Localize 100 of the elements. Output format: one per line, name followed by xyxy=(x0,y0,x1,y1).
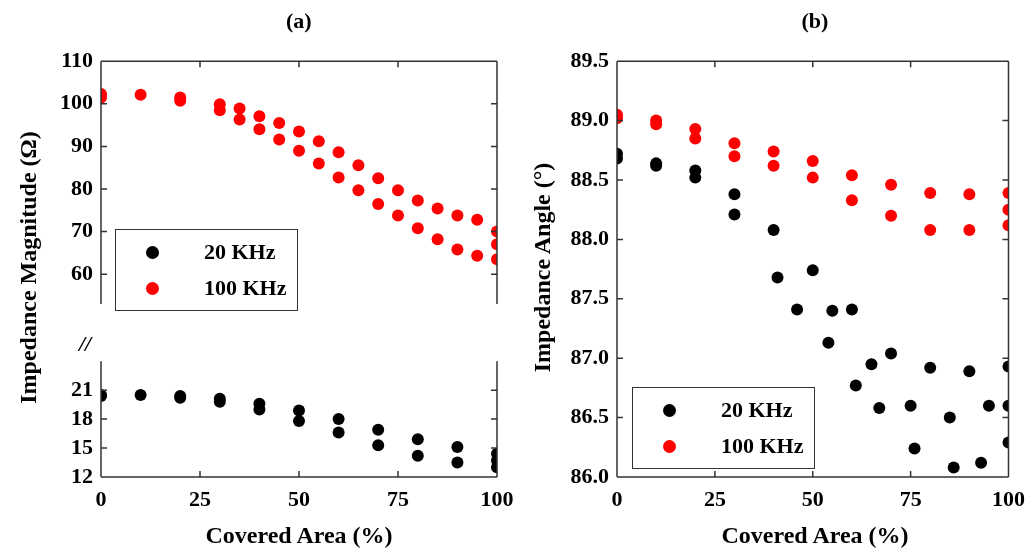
legend-label: 20 KHz xyxy=(721,396,793,424)
x-axis-title: Covered Area (%) xyxy=(721,522,909,549)
point xyxy=(826,304,839,317)
y-tick-label: 86.0 xyxy=(570,462,609,488)
point xyxy=(728,188,741,201)
point xyxy=(873,402,886,415)
point xyxy=(411,222,424,235)
point xyxy=(253,110,266,123)
y-tick-label: 87.0 xyxy=(570,343,609,369)
point xyxy=(845,169,858,182)
point xyxy=(332,426,345,439)
point xyxy=(865,358,878,371)
point xyxy=(771,271,784,284)
y-tick-label: 110 xyxy=(61,46,93,72)
point xyxy=(924,187,937,200)
point xyxy=(134,388,147,401)
point xyxy=(471,249,484,262)
point xyxy=(392,209,404,222)
point xyxy=(451,456,464,469)
point xyxy=(372,423,385,436)
point xyxy=(904,399,917,412)
point xyxy=(372,197,385,210)
point xyxy=(253,123,266,136)
y-axis-title: Impedance Magnitude (Ω) xyxy=(14,130,42,404)
point xyxy=(806,264,819,277)
point xyxy=(728,208,741,221)
point xyxy=(767,145,780,158)
y-tick-label: 80 xyxy=(71,174,93,200)
point xyxy=(963,365,976,378)
x-tick-label: 75 xyxy=(899,485,922,511)
point xyxy=(411,449,424,462)
y-tick-label: 87.5 xyxy=(570,284,609,310)
y-tick-label: 21 xyxy=(71,375,93,401)
point xyxy=(963,223,976,236)
x-tick-label: 0 xyxy=(95,485,107,511)
point xyxy=(312,157,325,170)
point xyxy=(924,361,937,374)
x-tick-label: 25 xyxy=(703,485,726,511)
point xyxy=(845,303,858,316)
point xyxy=(947,461,960,474)
point xyxy=(392,184,404,197)
point xyxy=(822,336,835,349)
point xyxy=(885,347,898,360)
point xyxy=(332,171,345,184)
text: // xyxy=(79,331,92,357)
x-tick-label: 50 xyxy=(288,485,310,511)
point xyxy=(845,194,858,207)
x-tick-label: 0 xyxy=(611,485,623,511)
chart-title: (b) xyxy=(801,8,829,34)
x-tick-label: 100 xyxy=(480,485,514,511)
point xyxy=(332,413,345,426)
point xyxy=(352,184,365,197)
point xyxy=(791,303,804,316)
y-tick-label: 86.5 xyxy=(570,403,609,429)
point xyxy=(885,209,898,222)
point xyxy=(689,132,702,145)
point xyxy=(908,442,921,455)
y-tick-label: 70 xyxy=(71,217,93,243)
point xyxy=(849,379,862,392)
point xyxy=(963,188,976,201)
y-tick-label: 100 xyxy=(60,89,93,115)
point xyxy=(431,202,444,215)
chart-title: (a) xyxy=(286,8,312,34)
legend-label: 100 KHz xyxy=(204,274,287,302)
point xyxy=(273,133,286,146)
legend-label: 100 KHz xyxy=(721,432,804,460)
point xyxy=(293,144,305,157)
point xyxy=(451,243,464,256)
point xyxy=(293,404,305,417)
point xyxy=(728,137,741,150)
point xyxy=(352,159,365,172)
point xyxy=(924,223,937,236)
point xyxy=(767,223,780,236)
y-tick-label: 15 xyxy=(71,433,93,459)
y-tick-label: 89.5 xyxy=(570,46,609,72)
x-tick-label: 50 xyxy=(801,485,824,511)
x-tick-label: 25 xyxy=(189,485,211,511)
point xyxy=(728,150,741,163)
point xyxy=(767,159,780,172)
point xyxy=(233,102,246,115)
point xyxy=(471,213,484,226)
point xyxy=(975,456,988,469)
point xyxy=(233,113,246,126)
y-tick-label: 90 xyxy=(71,132,93,158)
point xyxy=(806,171,819,184)
point xyxy=(411,194,424,207)
y-tick-label: 89.0 xyxy=(570,106,609,132)
point xyxy=(431,233,444,246)
point xyxy=(332,146,345,159)
point xyxy=(806,154,819,167)
y-axis-title: Impedance Angle (°) xyxy=(529,162,557,372)
point xyxy=(885,178,898,191)
point xyxy=(451,209,464,222)
y-tick-label: 88.5 xyxy=(570,165,609,191)
x-tick-label: 75 xyxy=(387,485,409,511)
point xyxy=(372,439,385,452)
x-tick-label: 100 xyxy=(992,485,1025,511)
point xyxy=(273,116,286,129)
point xyxy=(943,411,956,424)
point xyxy=(451,441,464,454)
